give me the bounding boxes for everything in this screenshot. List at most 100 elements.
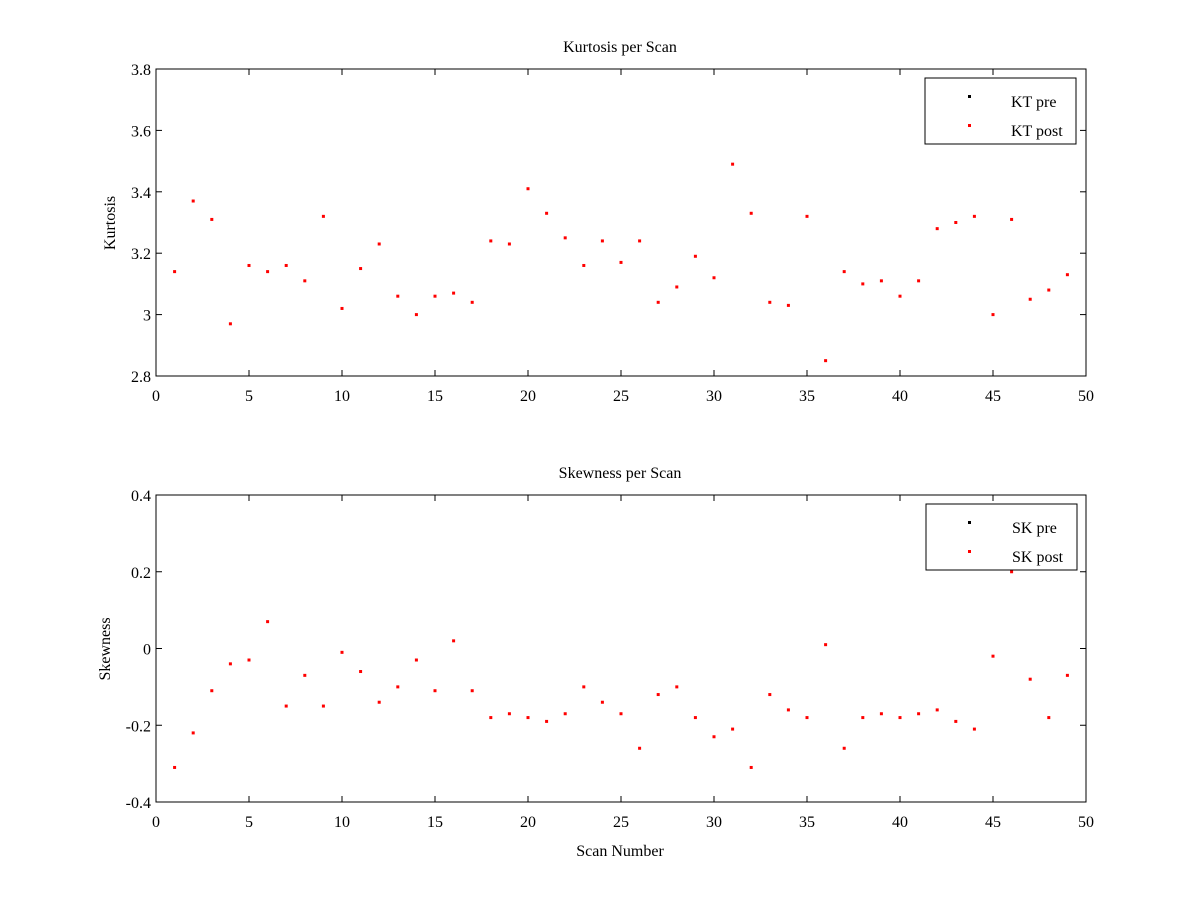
kurtosis-data-point bbox=[749, 211, 753, 215]
kurtosis-data-point bbox=[972, 214, 976, 218]
kurtosis-data-point bbox=[359, 267, 363, 271]
skewness-x-tick-label: 30 bbox=[706, 814, 722, 831]
skewness-data-point bbox=[563, 712, 567, 716]
kurtosis-data-point bbox=[396, 294, 400, 298]
kurtosis-data-point bbox=[1065, 273, 1069, 277]
skewness-data-point bbox=[228, 662, 232, 666]
kurtosis-plot: Kurtosis per Scan Kurtosis 0 5 10 15 20 25 30 3… bbox=[102, 39, 1094, 405]
skewness-data-point bbox=[173, 765, 177, 769]
kurtosis-y-tick-label: 3.2 bbox=[131, 246, 151, 263]
skewness-data-point bbox=[1010, 570, 1014, 574]
kurtosis-data-point bbox=[786, 303, 790, 307]
kurtosis-x-tick-label: 50 bbox=[1078, 388, 1094, 405]
kurtosis-x-tick-label: 40 bbox=[892, 388, 908, 405]
kurtosis-legend-label-post: KT post bbox=[1011, 123, 1063, 140]
kurtosis-x-tick-label: 20 bbox=[520, 388, 536, 405]
skewness-x-tick-label: 0 bbox=[152, 814, 160, 831]
kurtosis-data-point bbox=[842, 270, 846, 274]
skewness-x-tick-label: 50 bbox=[1078, 814, 1094, 831]
skewness-data-point bbox=[879, 712, 883, 716]
kurtosis-data-point bbox=[861, 282, 865, 286]
skewness-data-point bbox=[359, 670, 363, 674]
skewness-data-point bbox=[303, 673, 307, 677]
skewness-x-tick-label: 10 bbox=[334, 814, 350, 831]
skewness-data-point bbox=[731, 727, 735, 731]
skewness-data-point bbox=[191, 731, 195, 735]
skewness-data-point bbox=[545, 719, 549, 723]
skewness-data-point bbox=[972, 727, 976, 731]
kurtosis-x-tick-label: 45 bbox=[985, 388, 1001, 405]
kurtosis-data-point bbox=[173, 270, 177, 274]
kurtosis-chart-title: Kurtosis per Scan bbox=[563, 39, 677, 56]
skewness-data-point bbox=[638, 746, 642, 750]
kurtosis-x-tick-label: 25 bbox=[613, 388, 629, 405]
skewness-data-point bbox=[991, 654, 995, 658]
kurtosis-data-point bbox=[191, 199, 195, 203]
skewness-data-point bbox=[284, 704, 288, 708]
skewness-y-tick-label: -0.4 bbox=[126, 795, 151, 812]
kurtosis-data-point bbox=[656, 300, 660, 304]
kurtosis-legend-box bbox=[924, 77, 1077, 145]
kurtosis-y-tick-label: 2.8 bbox=[131, 369, 151, 386]
kurtosis-data-point bbox=[768, 300, 772, 304]
skewness-data-point bbox=[898, 716, 902, 720]
kurtosis-data-point bbox=[935, 227, 939, 231]
skewness-data-point bbox=[526, 716, 530, 720]
kurtosis-data-point bbox=[991, 313, 995, 317]
skewness-data-point bbox=[935, 708, 939, 712]
skewness-data-point bbox=[414, 658, 418, 662]
skewness-x-tick-label: 25 bbox=[613, 814, 629, 831]
kurtosis-data-point bbox=[1028, 297, 1032, 301]
kurtosis-data-point bbox=[824, 359, 828, 363]
skewness-plot-frame bbox=[155, 494, 1087, 803]
kurtosis-data-point bbox=[712, 276, 716, 280]
skewness-data-point bbox=[954, 719, 958, 723]
kurtosis-data-point bbox=[377, 242, 381, 246]
kurtosis-data-point bbox=[675, 285, 679, 289]
skewness-data-point bbox=[786, 708, 790, 712]
kurtosis-ticks: 0 5 10 15 20 25 30 35 40 45 50 2.8 3 3.2 3.4 3.6 3.8 bbox=[131, 62, 1094, 405]
kurtosis-data-point bbox=[898, 294, 902, 298]
kurtosis-data-point bbox=[545, 211, 549, 215]
kurtosis-x-tick-label: 15 bbox=[427, 388, 443, 405]
kurtosis-legend-marker-post bbox=[968, 124, 971, 127]
kurtosis-data-point bbox=[452, 291, 456, 295]
skewness-data-point bbox=[600, 700, 604, 704]
skewness-data-point bbox=[693, 716, 697, 720]
kurtosis-data-point bbox=[247, 263, 251, 267]
skewness-data-point bbox=[210, 689, 214, 693]
skewness-data-point bbox=[1028, 677, 1032, 681]
skewness-data-point bbox=[805, 716, 809, 720]
skewness-legend: SK pre SK post bbox=[925, 503, 1078, 571]
kurtosis-data-point bbox=[489, 239, 493, 243]
kurtosis-x-tick-label: 10 bbox=[334, 388, 350, 405]
kurtosis-y-axis-title: Kurtosis bbox=[102, 196, 119, 250]
kurtosis-data-point bbox=[507, 242, 511, 246]
skewness-data-point bbox=[433, 689, 437, 693]
kurtosis-data-point bbox=[470, 300, 474, 304]
kurtosis-data-point bbox=[917, 279, 921, 283]
skewness-data-point bbox=[861, 716, 865, 720]
kurtosis-data-point bbox=[731, 162, 735, 166]
skewness-data-point bbox=[470, 689, 474, 693]
skewness-data-point bbox=[619, 712, 623, 716]
kurtosis-x-tick-label: 30 bbox=[706, 388, 722, 405]
kurtosis-data-point bbox=[563, 236, 567, 240]
skewness-x-tick-label: 5 bbox=[245, 814, 253, 831]
skewness-data-point bbox=[842, 746, 846, 750]
skewness-legend-box bbox=[925, 503, 1078, 571]
skewness-legend-label-post: SK post bbox=[1012, 549, 1064, 566]
skewness-data-point bbox=[582, 685, 586, 689]
kurtosis-data-point bbox=[879, 279, 883, 283]
kurtosis-data-point bbox=[1047, 288, 1051, 292]
kurtosis-x-tick-label: 35 bbox=[799, 388, 815, 405]
skewness-chart-title: Skewness per Scan bbox=[559, 465, 682, 482]
skewness-x-axis-title: Scan Number bbox=[576, 843, 664, 860]
skewness-data-point bbox=[489, 716, 493, 720]
kurtosis-data-point bbox=[321, 214, 325, 218]
skewness-x-tick-label: 20 bbox=[520, 814, 536, 831]
kurtosis-data-point bbox=[805, 214, 809, 218]
skewness-y-tick-label: 0.2 bbox=[131, 565, 151, 582]
